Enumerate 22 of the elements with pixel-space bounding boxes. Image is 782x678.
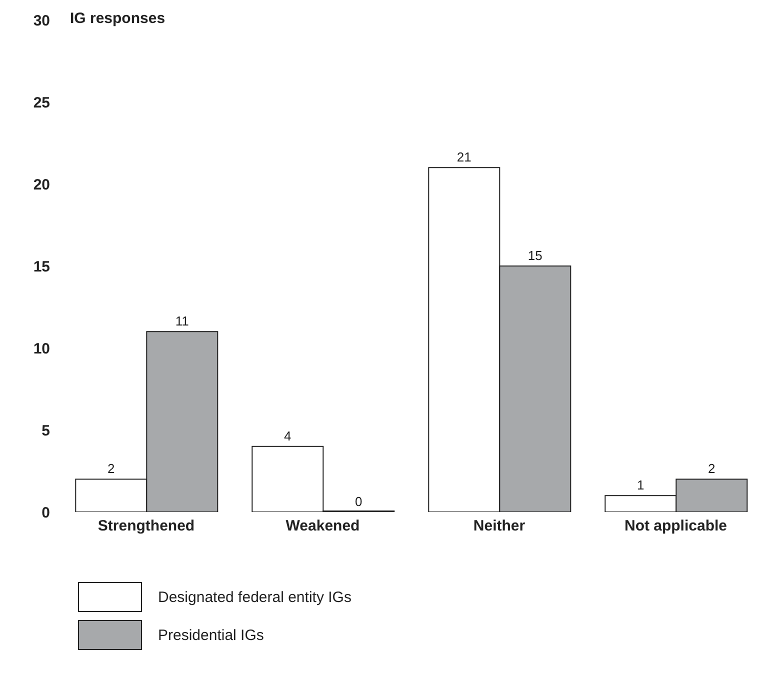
data-label: 2 <box>708 461 716 476</box>
data-label: 11 <box>175 314 189 329</box>
data-label: 15 <box>528 248 542 263</box>
y-tick-label: 25 <box>33 94 50 112</box>
y-tick-label: 30 <box>33 12 50 30</box>
y-tick-label: 10 <box>33 340 50 358</box>
data-label: 0 <box>355 494 362 509</box>
legend-label: Presidential IGs <box>158 626 264 644</box>
y-tick-label: 20 <box>33 176 50 194</box>
x-tick-label: Strengthened <box>98 518 195 535</box>
data-label: 4 <box>284 428 292 444</box>
y-tick-label: 15 <box>33 258 50 276</box>
legend-label: Designated federal entity IGs <box>158 588 352 606</box>
data-label: 21 <box>456 150 472 165</box>
x-tick-label: Weakened <box>286 518 360 535</box>
data-label: 2 <box>108 461 115 476</box>
y-tick-label: 5 <box>42 422 50 440</box>
x-tick-label: Neither <box>473 518 526 535</box>
y-tick-label: 0 <box>42 504 50 522</box>
y-axis-title: IG responses <box>70 10 166 27</box>
data-label: 1 <box>637 478 644 493</box>
x-tick-label: Not applicable <box>624 518 728 535</box>
